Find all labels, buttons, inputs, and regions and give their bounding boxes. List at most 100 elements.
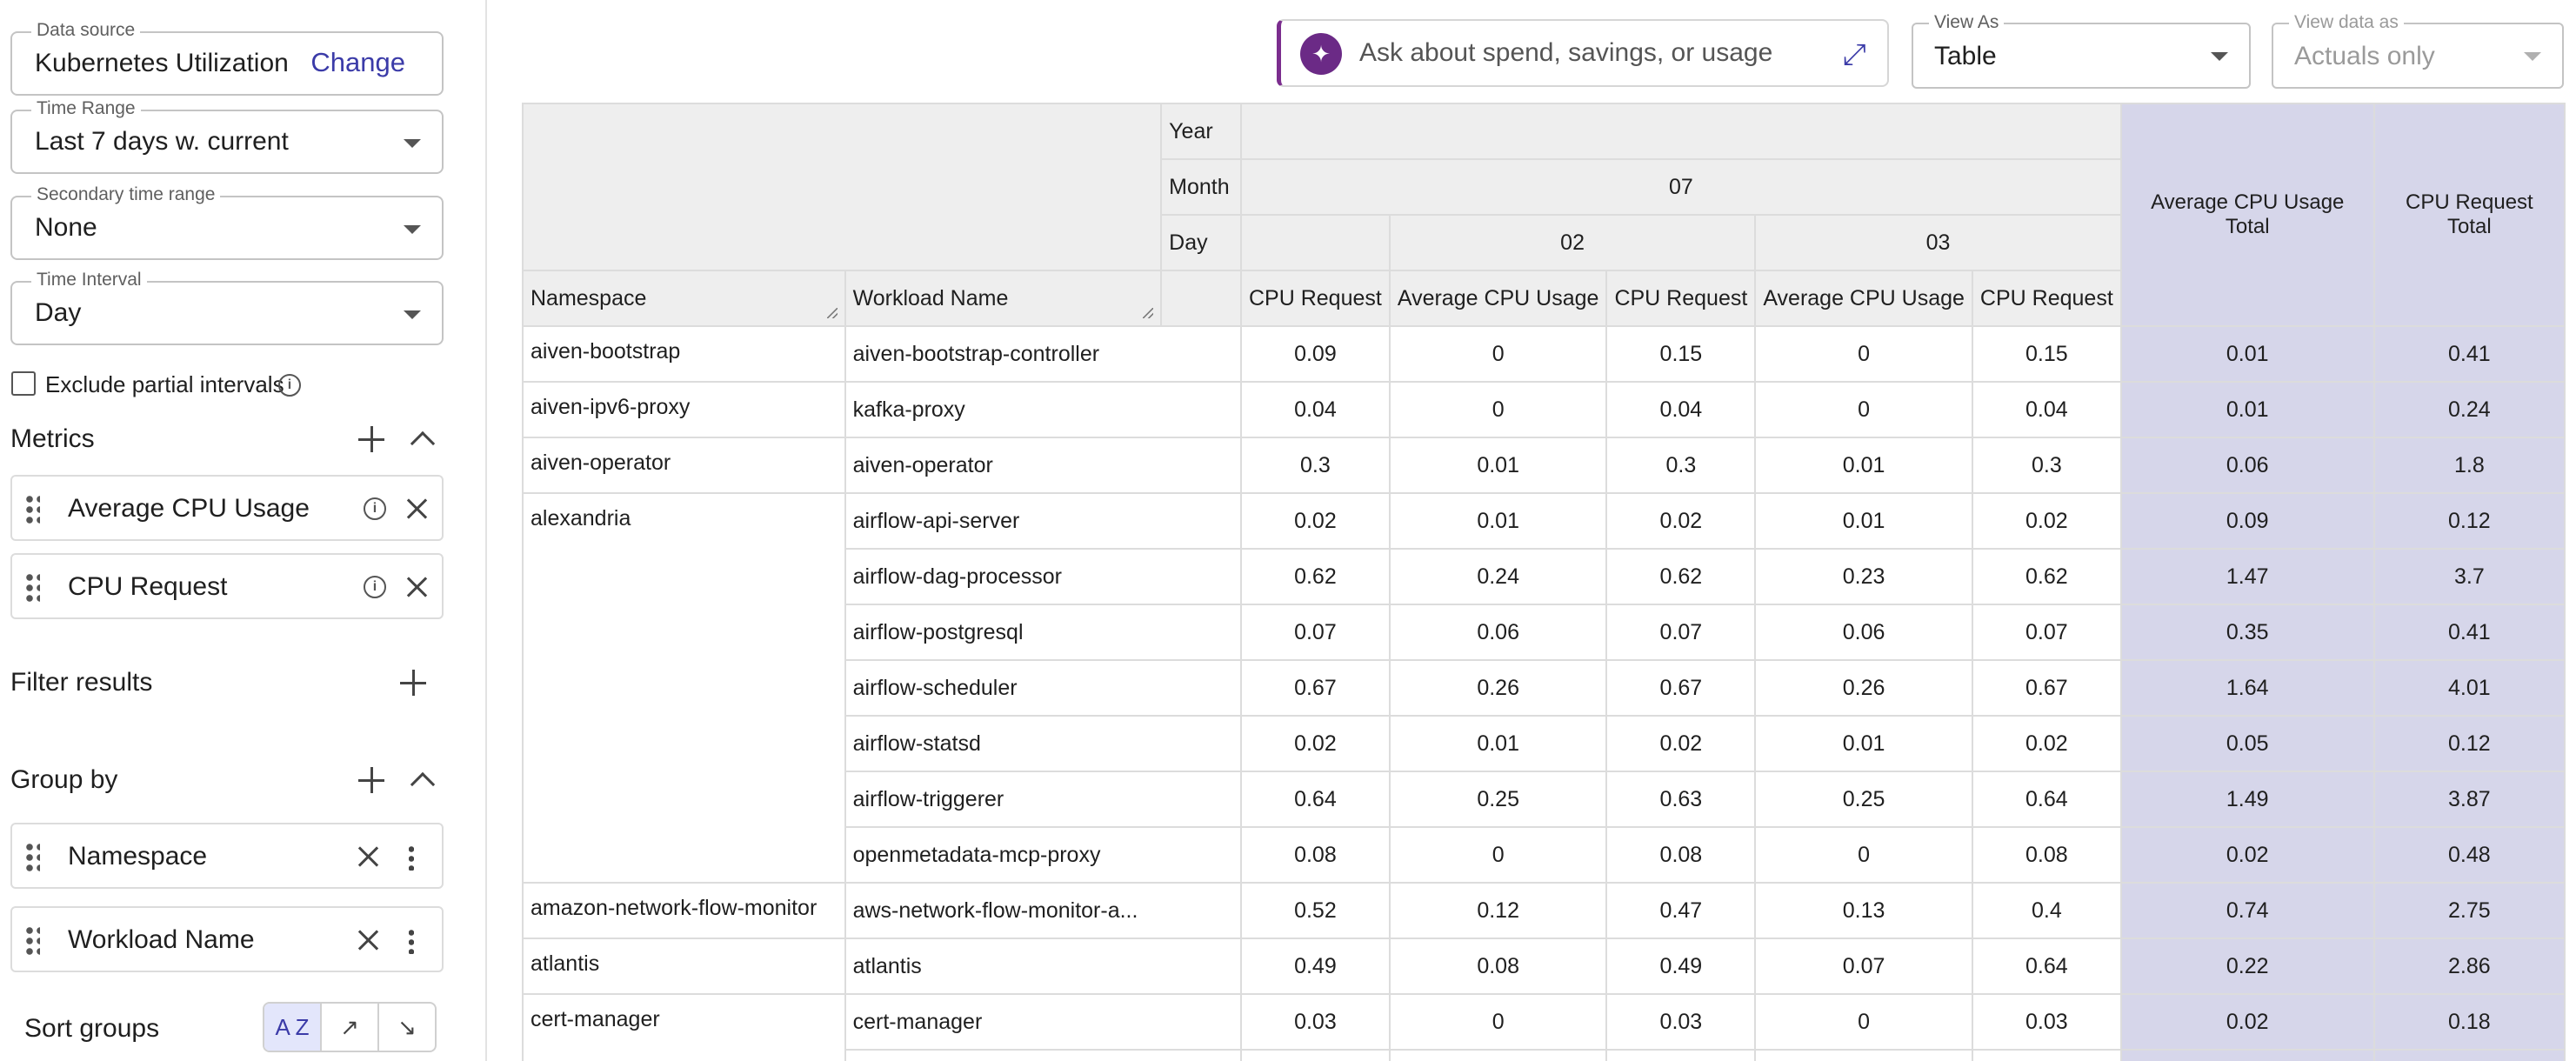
header-cpu-request[interactable]: CPU Request — [1239, 270, 1391, 327]
header-cpu-request[interactable]: CPU Request — [1971, 270, 2122, 327]
avg-cpu-cell: 0.25 — [1754, 771, 1973, 828]
year-label: Year — [1160, 103, 1242, 160]
header-total-avg-cpu[interactable]: Average CPU Usage Total — [2119, 103, 2375, 327]
exclude-partial-label: Exclude partial intervals — [45, 371, 284, 397]
cpu-request-cell: 0.3 — [1971, 437, 2122, 494]
avg-cpu-cell — [1388, 1049, 1608, 1061]
total-cpu-request-cell: 0.12 — [2372, 492, 2566, 550]
remove-close-icon[interactable] — [405, 576, 428, 598]
avg-cpu-cell: 0.06 — [1754, 604, 1973, 661]
info-icon[interactable]: i — [278, 374, 301, 397]
group-chip-workload-name[interactable]: Workload Name — [10, 906, 444, 972]
cpu-request-cell: 0.67 — [1239, 659, 1391, 717]
table-row: aiven-ipv6-proxy kafka-proxy 0.04 0 0.04 0 0.0… — [522, 381, 2566, 438]
view-data-as-select[interactable]: View data as Actuals only — [2272, 12, 2564, 89]
cpu-request-cell: 0.64 — [1971, 771, 2122, 828]
secondary-time-range-select[interactable]: Secondary time range None — [10, 184, 444, 260]
cpu-request-cell — [1239, 1049, 1391, 1061]
expand-icon[interactable]: ⤢ — [1842, 38, 1866, 71]
drag-handle-icon[interactable] — [24, 925, 40, 957]
avg-cpu-cell: 0 — [1754, 993, 1973, 1051]
table-row: amazon-network-flow-monitor aws-network-f… — [522, 882, 2566, 939]
view-data-as-value: Actuals only — [2294, 42, 2435, 70]
header-workload-name[interactable]: Workload Name — [844, 270, 1163, 327]
ask-ai-placeholder: Ask about spend, savings, or usage — [1359, 38, 1773, 67]
cpu-request-cell: 0.02 — [1971, 492, 2122, 550]
remove-close-icon[interactable] — [405, 497, 428, 520]
secondary-time-range-value: None — [35, 213, 97, 242]
remove-close-icon[interactable] — [357, 845, 379, 868]
header-total-cpu-request[interactable]: CPU Request Total — [2372, 103, 2566, 327]
remove-close-icon[interactable] — [357, 929, 379, 951]
change-data-source-button[interactable]: Change — [310, 47, 405, 77]
data-source-field[interactable]: Data source Kubernetes Utilization Chang… — [10, 20, 444, 96]
table-row — [523, 1049, 2566, 1061]
header-blank — [1160, 270, 1242, 327]
cpu-request-cell: 0.64 — [1239, 771, 1391, 828]
cpu-request-cell: 0.02 — [1971, 715, 2122, 772]
table-row: airflow-postgresql 0.07 0.06 0.07 0.06 0.07 0.… — [523, 604, 2566, 661]
add-metric-plus-icon[interactable] — [358, 426, 384, 452]
cpu-request-cell: 0.08 — [1971, 826, 2122, 884]
info-icon[interactable]: i — [364, 576, 386, 598]
cpu-request-cell: 0.15 — [1605, 325, 1757, 383]
workload-name-cell — [844, 1049, 1242, 1061]
sort-groups-toggle: A Z ↗ ↘ — [263, 1002, 437, 1052]
metric-chip-average-cpu[interactable]: Average CPU Usage i — [10, 475, 444, 541]
add-filter-plus-icon[interactable] — [400, 670, 426, 696]
month-label: Month — [1160, 158, 1242, 216]
sidebar: Data source Kubernetes Utilization Chang… — [0, 0, 487, 1061]
data-table-container: Year Average CPU Usage Total CPU Request… — [522, 103, 2566, 1061]
header-namespace[interactable]: Namespace — [522, 270, 846, 327]
table-body: aiven-bootstrap aiven-bootstrap-controlle… — [522, 325, 2566, 1061]
namespace-cell: amazon-network-flow-monitor — [522, 882, 846, 939]
total-avg-cpu-cell: 0.01 — [2119, 325, 2375, 383]
time-interval-select[interactable]: Time Interval Day — [10, 270, 444, 345]
cpu-request-cell: 0.03 — [1971, 993, 2122, 1051]
total-avg-cpu-cell: 0.09 — [2119, 492, 2375, 550]
cpu-request-cell: 0.07 — [1239, 604, 1391, 661]
collapse-group-by-chevron-up-icon[interactable] — [410, 771, 436, 797]
caret-down-icon — [404, 225, 421, 234]
cpu-request-cell: 0.02 — [1239, 715, 1391, 772]
exclude-partial-checkbox[interactable] — [11, 371, 36, 396]
avg-cpu-cell: 0.07 — [1754, 938, 1973, 995]
sort-alphabetical-icon[interactable]: A Z — [264, 1004, 322, 1051]
metric-label: CPU Request — [68, 572, 228, 601]
total-avg-cpu-cell: 0.02 — [2119, 993, 2375, 1051]
add-group-plus-icon[interactable] — [358, 767, 384, 793]
header-cpu-request[interactable]: CPU Request — [1605, 270, 1757, 327]
drag-handle-icon[interactable] — [24, 572, 40, 604]
workload-name-cell: aws-network-flow-monitor-a... — [844, 882, 1242, 939]
collapse-metrics-chevron-up-icon[interactable] — [410, 430, 436, 457]
avg-cpu-cell: 0.01 — [1754, 492, 1973, 550]
header-avg-cpu[interactable]: Average CPU Usage — [1388, 270, 1608, 327]
cpu-request-cell: 0.49 — [1605, 938, 1757, 995]
group-chip-namespace[interactable]: Namespace — [10, 823, 444, 889]
cpu-request-cell: 0.07 — [1971, 604, 2122, 661]
time-range-select[interactable]: Time Range Last 7 days w. current — [10, 98, 444, 174]
total-avg-cpu-cell: 1.47 — [2119, 548, 2375, 605]
drag-handle-icon[interactable] — [24, 494, 40, 525]
total-avg-cpu-cell: 0.22 — [2119, 938, 2375, 995]
ask-ai-input[interactable]: ✦ Ask about spend, savings, or usage ⤢ — [1277, 19, 1889, 87]
total-avg-cpu-cell: 0.01 — [2119, 381, 2375, 438]
metric-chip-cpu-request[interactable]: CPU Request i — [10, 553, 444, 619]
time-interval-value: Day — [35, 298, 82, 327]
sort-descending-icon[interactable]: ↘ — [397, 1013, 417, 1040]
kebab-menu-icon[interactable] — [409, 928, 414, 954]
sort-ascending-icon[interactable]: ↗ — [322, 1004, 379, 1051]
info-icon[interactable]: i — [364, 497, 386, 520]
total-cpu-request-cell: 3.7 — [2372, 548, 2566, 605]
drag-handle-icon[interactable] — [24, 842, 40, 873]
avg-cpu-cell: 0.25 — [1388, 771, 1608, 828]
total-cpu-request-cell: 2.75 — [2372, 882, 2566, 939]
workload-name-cell: airflow-postgresql — [844, 604, 1242, 661]
day-02: 02 — [1388, 214, 1757, 271]
kebab-menu-icon[interactable] — [409, 844, 414, 871]
header-avg-cpu[interactable]: Average CPU Usage — [1754, 270, 1973, 327]
total-cpu-request-cell — [2372, 1049, 2566, 1061]
view-as-select[interactable]: View As Table — [1912, 12, 2251, 89]
workload-name-cell: atlantis — [844, 938, 1242, 995]
cpu-request-cell: 0.67 — [1971, 659, 2122, 717]
